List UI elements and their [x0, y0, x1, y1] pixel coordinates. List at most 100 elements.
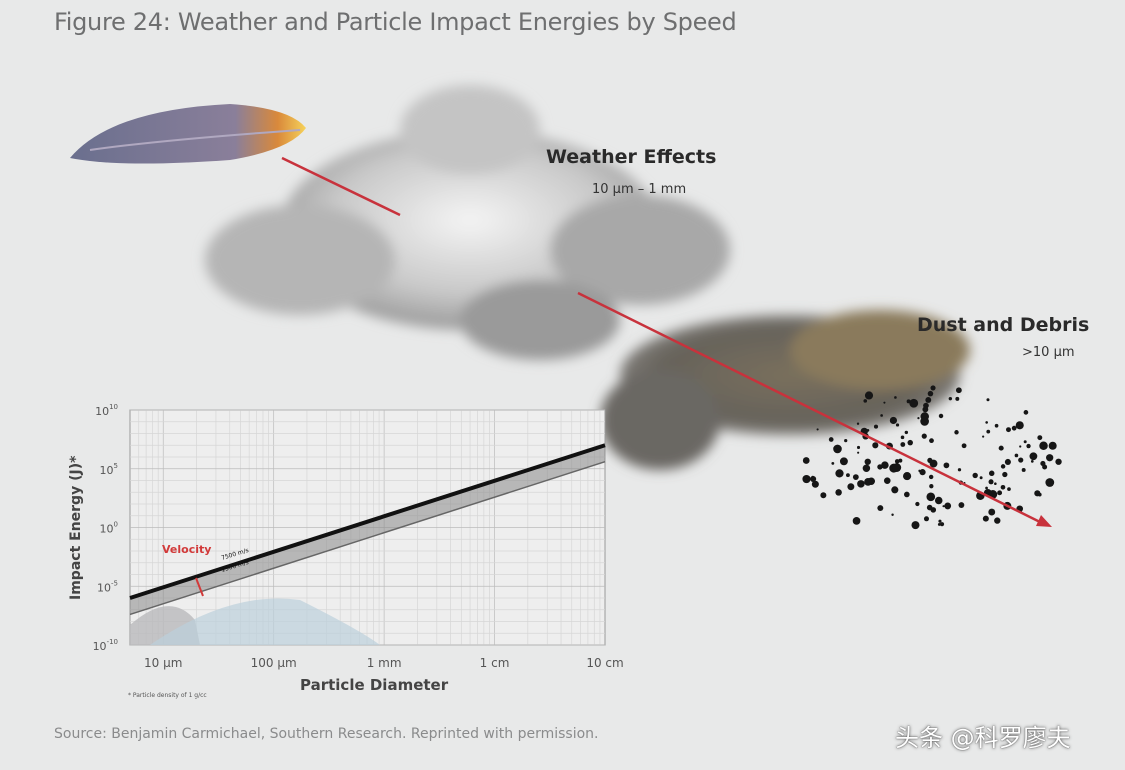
debris-particle	[927, 390, 934, 397]
y-tick-label: 10-5	[97, 579, 118, 594]
debris-particle	[943, 462, 950, 469]
velocity-band	[130, 445, 605, 615]
debris-particle	[835, 469, 844, 478]
x-tick-label: 1 cm	[480, 656, 510, 670]
footnote: * Particle density of 1 g/cc	[128, 692, 207, 699]
trajectory-line	[281, 156, 1052, 527]
debris-particle	[979, 476, 983, 480]
debris-particle	[883, 477, 891, 484]
x-tick-label: 10 cm	[586, 656, 623, 670]
debris-particle	[862, 464, 871, 472]
debris-particle	[918, 469, 921, 473]
debris-particle	[923, 516, 929, 522]
x-tick-label: 10 µm	[144, 656, 182, 670]
debris-particle	[864, 458, 871, 465]
debris-particle	[846, 473, 850, 478]
background-regions	[130, 598, 380, 645]
debris-particle	[994, 423, 999, 428]
source-note: Source: Benjamin Carmichael, Southern Re…	[54, 726, 599, 742]
debris-particle	[1039, 441, 1048, 451]
debris-particle	[1007, 487, 1011, 491]
dust-debris-label: Dust and Debris	[917, 314, 1090, 336]
debris-particle	[1046, 454, 1054, 462]
debris-particle	[1015, 421, 1024, 430]
debris-particle	[982, 435, 985, 438]
debris-particle	[904, 430, 909, 435]
debris-particle	[1023, 440, 1027, 444]
debris-particle	[811, 480, 819, 488]
figure-title: Figure 24: Weather and Particle Impact E…	[54, 8, 737, 36]
y-tick-label: 105	[100, 462, 118, 477]
debris-particle	[985, 486, 988, 490]
debris-particle	[1002, 471, 1008, 478]
weather-effects-label: Weather Effects	[546, 146, 717, 168]
debris-particle	[877, 505, 884, 512]
debris-particle	[921, 433, 927, 439]
arrow-head-icon	[1036, 515, 1052, 527]
y-axis-label: Impact Energy (J)*	[68, 455, 84, 600]
debris-particle	[1023, 410, 1029, 415]
debris-particle	[889, 416, 898, 425]
debris-particle	[938, 413, 944, 419]
debris-particle	[919, 469, 926, 476]
debris-particle	[1026, 443, 1031, 449]
debris-particle	[948, 396, 953, 401]
weather-effects-range: 10 µm – 1 mm	[592, 182, 687, 197]
debris-particle	[927, 457, 933, 463]
debris-particle	[997, 490, 1003, 496]
debris-particle	[923, 402, 929, 409]
debris-particle	[1021, 467, 1026, 472]
debris-particle	[911, 521, 920, 530]
debris-particle	[880, 414, 883, 417]
debris-particle	[915, 501, 920, 507]
debris-particle	[955, 387, 962, 394]
debris-particle	[1037, 435, 1043, 441]
x-tick-label: 100 µm	[251, 656, 297, 670]
debris-particle	[904, 491, 910, 498]
debris-particle	[994, 517, 1001, 524]
debris-particle	[857, 451, 860, 454]
debris-particle	[831, 461, 835, 465]
debris-particle	[982, 515, 989, 522]
debris-particle	[863, 399, 868, 403]
debris-particle	[917, 417, 920, 420]
debris-particle	[1030, 460, 1034, 463]
debris-particle	[954, 430, 959, 435]
debris-particle	[985, 421, 988, 424]
dust-debris-range: >10 µm	[1022, 345, 1075, 360]
debris-particle	[892, 463, 902, 472]
debris-particle	[840, 458, 847, 464]
debris-particle	[938, 519, 942, 523]
y-tick-label: 100	[100, 521, 118, 536]
debris-particle	[820, 492, 827, 499]
debris-particle	[891, 513, 894, 516]
y-tick-label: 1010	[95, 403, 118, 418]
debris-particle	[828, 437, 834, 442]
debris-particle	[802, 474, 811, 484]
debris-particle	[909, 398, 919, 408]
debris-particle	[1045, 478, 1055, 487]
velocity-arrow-icon	[195, 577, 204, 597]
missile-icon	[70, 104, 306, 164]
debris-particle	[994, 482, 997, 485]
debris-particle	[929, 484, 934, 489]
debris-particle	[939, 522, 945, 527]
debris-particle	[833, 444, 842, 454]
debris-particle	[988, 470, 995, 477]
debris-particle	[894, 396, 897, 399]
x-tick-label: 1 mm	[367, 656, 402, 670]
debris-particle	[852, 474, 859, 480]
debris-particle	[998, 445, 1004, 451]
debris-particle	[872, 442, 879, 449]
weather-cloud	[205, 85, 730, 360]
debris-particle	[835, 489, 842, 496]
debris-particle	[1004, 458, 1011, 466]
debris-particle	[900, 435, 905, 440]
debris-particle	[1000, 464, 1006, 469]
debris-particle	[929, 438, 934, 444]
debris-particle	[1048, 441, 1057, 450]
watermark: 头条 @科罗廖夫	[895, 724, 1071, 752]
debris-particle	[1000, 484, 1006, 490]
debris-particle	[856, 422, 860, 425]
